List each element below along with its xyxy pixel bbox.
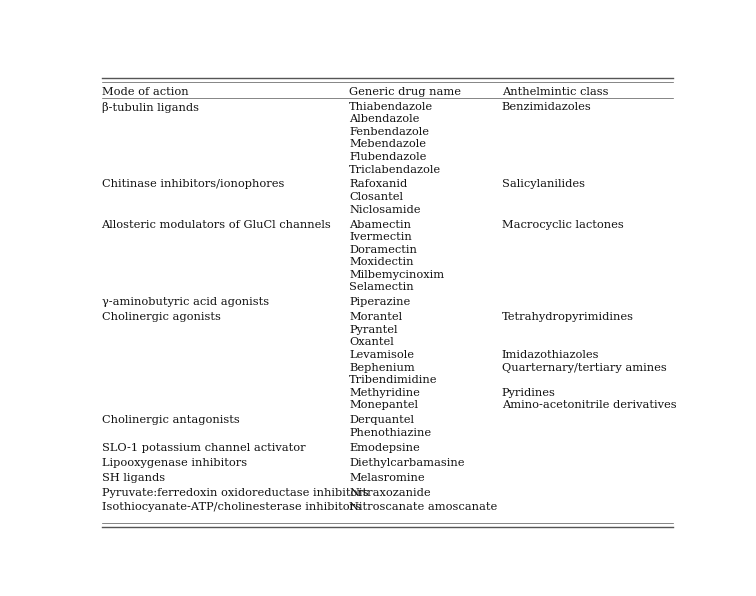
Text: Thiabendazole: Thiabendazole: [349, 101, 433, 111]
Text: Piperazine: Piperazine: [349, 297, 411, 308]
Text: Flubendazole: Flubendazole: [349, 152, 426, 162]
Text: Diethylcarbamasine: Diethylcarbamasine: [349, 458, 465, 468]
Text: Quarternary/tertiary amines: Quarternary/tertiary amines: [502, 362, 667, 372]
Text: Albendazole: Albendazole: [349, 114, 420, 124]
Text: Anthelmintic class: Anthelmintic class: [502, 87, 608, 97]
Text: Niclosamide: Niclosamide: [349, 204, 421, 215]
Text: Ivermectin: Ivermectin: [349, 232, 412, 242]
Text: SLO-1 potassium channel activator: SLO-1 potassium channel activator: [101, 443, 305, 453]
Text: Tetrahydropyrimidines: Tetrahydropyrimidines: [502, 312, 634, 322]
Text: Abamectin: Abamectin: [349, 219, 411, 229]
Text: Chitinase inhibitors/ionophores: Chitinase inhibitors/ionophores: [101, 179, 284, 190]
Text: Selamectin: Selamectin: [349, 283, 414, 293]
Text: Nitraxozanide: Nitraxozanide: [349, 488, 431, 498]
Text: Derquantel: Derquantel: [349, 415, 414, 426]
Text: Methyridine: Methyridine: [349, 388, 420, 398]
Text: Morantel: Morantel: [349, 312, 402, 322]
Text: Isothiocyanate-ATP/cholinesterase inhibitors: Isothiocyanate-ATP/cholinesterase inhibi…: [101, 502, 361, 513]
Text: Fenbendazole: Fenbendazole: [349, 127, 429, 136]
Text: Levamisole: Levamisole: [349, 350, 414, 360]
Text: Benzimidazoles: Benzimidazoles: [502, 101, 591, 111]
Text: Oxantel: Oxantel: [349, 337, 394, 347]
Text: Salicylanilides: Salicylanilides: [502, 179, 584, 190]
Text: Generic drug name: Generic drug name: [349, 87, 461, 97]
Text: Melasromine: Melasromine: [349, 473, 425, 483]
Text: Emodepsine: Emodepsine: [349, 443, 420, 453]
Text: SH ligands: SH ligands: [101, 473, 165, 483]
Text: Imidazothiazoles: Imidazothiazoles: [502, 350, 600, 360]
Text: Monepantel: Monepantel: [349, 401, 418, 411]
Text: Allosteric modulators of GluCl channels: Allosteric modulators of GluCl channels: [101, 219, 331, 229]
Text: Pyridines: Pyridines: [502, 388, 556, 398]
Text: β-tubulin ligands: β-tubulin ligands: [101, 101, 199, 113]
Text: Moxidectin: Moxidectin: [349, 257, 414, 267]
Text: Bephenium: Bephenium: [349, 362, 415, 372]
Text: Milbemycinoxim: Milbemycinoxim: [349, 270, 445, 280]
Text: γ-aminobutyric acid agonists: γ-aminobutyric acid agonists: [101, 297, 268, 308]
Text: Amino-acetonitrile derivatives: Amino-acetonitrile derivatives: [502, 401, 677, 411]
Text: Cholinergic antagonists: Cholinergic antagonists: [101, 415, 240, 426]
Text: Closantel: Closantel: [349, 192, 404, 202]
Text: Cholinergic agonists: Cholinergic agonists: [101, 312, 221, 322]
Text: Rafoxanid: Rafoxanid: [349, 179, 407, 190]
Text: Lipooxygenase inhibitors: Lipooxygenase inhibitors: [101, 458, 246, 468]
Text: Tribendimidine: Tribendimidine: [349, 375, 438, 385]
Text: Phenothiazine: Phenothiazine: [349, 428, 432, 438]
Text: Pyrantel: Pyrantel: [349, 325, 398, 335]
Text: Macrocyclic lactones: Macrocyclic lactones: [502, 219, 624, 229]
Text: Triclabendazole: Triclabendazole: [349, 164, 442, 175]
Text: Doramectin: Doramectin: [349, 245, 417, 254]
Text: Mode of action: Mode of action: [101, 87, 188, 97]
Text: Nitroscanate amoscanate: Nitroscanate amoscanate: [349, 502, 497, 513]
Text: Mebendazole: Mebendazole: [349, 139, 426, 150]
Text: Pyruvate:ferredoxin oxidoreductase inhibitors: Pyruvate:ferredoxin oxidoreductase inhib…: [101, 488, 368, 498]
